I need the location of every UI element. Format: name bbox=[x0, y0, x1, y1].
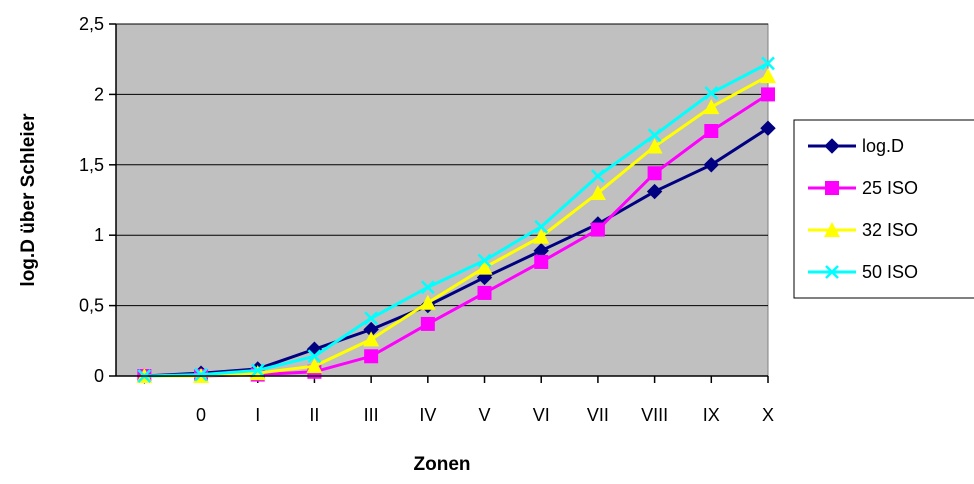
legend-entry: 50 ISO bbox=[808, 262, 918, 282]
data-point bbox=[647, 166, 662, 181]
x-axis-ticks: 0 I II III IV V VI VII VIII IX X bbox=[143, 376, 774, 425]
data-point bbox=[704, 86, 719, 100]
data-point bbox=[477, 253, 492, 268]
data-point bbox=[364, 311, 379, 326]
y-tick-label: 1,5 bbox=[79, 155, 104, 175]
data-point bbox=[194, 367, 208, 382]
data-point bbox=[419, 294, 436, 310]
gridlines bbox=[116, 23, 768, 307]
data-point bbox=[307, 349, 322, 364]
data-point bbox=[250, 363, 265, 378]
data-point bbox=[364, 349, 379, 364]
data-point bbox=[760, 120, 776, 136]
series-group bbox=[136, 56, 776, 384]
data-point bbox=[420, 316, 435, 331]
legend-marker bbox=[825, 265, 839, 279]
legend-label: 25 ISO bbox=[862, 178, 918, 198]
x-tick-label: VI bbox=[533, 405, 550, 425]
x-tick-label: II bbox=[309, 405, 319, 425]
legend-entry: 32 ISO bbox=[808, 220, 918, 240]
legend-entry: log.D bbox=[808, 136, 904, 156]
y-axis-ticks: 0 0,5 1 1,5 2 2,5 bbox=[79, 14, 116, 386]
data-point bbox=[703, 99, 720, 115]
legend-box bbox=[793, 119, 974, 299]
x-axis-title: Zonen bbox=[414, 454, 471, 475]
x-tick-label: VII bbox=[587, 405, 609, 425]
y-axis-title: log.D über Schleier bbox=[18, 113, 39, 287]
data-point bbox=[761, 56, 775, 71]
data-point bbox=[589, 184, 606, 200]
legend-label: 50 ISO bbox=[862, 262, 918, 282]
x-tick-label: IX bbox=[703, 405, 720, 425]
legend-label: 32 ISO bbox=[862, 220, 918, 240]
y-tick-label: 2,5 bbox=[79, 14, 104, 34]
data-point bbox=[477, 285, 492, 300]
plot-area bbox=[115, 23, 769, 377]
data-point bbox=[646, 183, 663, 200]
data-point bbox=[476, 259, 493, 275]
x-tick-label: V bbox=[479, 405, 491, 425]
data-point bbox=[534, 254, 549, 269]
legend-label: log.D bbox=[862, 136, 904, 156]
x-tick-label: X bbox=[762, 405, 774, 425]
data-point bbox=[760, 68, 776, 84]
legend: log.D 25 ISO 32 ISO 50 ISO bbox=[808, 136, 918, 282]
x-tick-label: III bbox=[364, 405, 379, 425]
y-tick-label: 0 bbox=[94, 366, 104, 386]
data-point bbox=[704, 124, 719, 139]
x-tick-label: IV bbox=[419, 405, 436, 425]
x-tick-label: 0 bbox=[196, 405, 206, 425]
data-point bbox=[703, 157, 720, 173]
data-point bbox=[591, 169, 605, 183]
x-tick-label: I bbox=[255, 405, 260, 425]
y-tick-label: 2 bbox=[94, 84, 104, 104]
data-point bbox=[533, 228, 550, 244]
data-point bbox=[420, 280, 435, 295]
y-tick-label: 0,5 bbox=[79, 296, 104, 316]
x-tick-label: VIII bbox=[641, 405, 668, 425]
data-point bbox=[761, 87, 775, 102]
legend-entry: 25 ISO bbox=[808, 178, 918, 198]
legend-marker bbox=[825, 181, 839, 195]
legend-marker bbox=[824, 138, 840, 154]
series-3 bbox=[136, 68, 776, 383]
data-point bbox=[534, 219, 549, 234]
series-4 bbox=[137, 56, 775, 383]
data-point bbox=[646, 138, 663, 154]
data-point bbox=[647, 128, 662, 143]
y-tick-label: 1 bbox=[94, 225, 104, 245]
legend-marker bbox=[824, 222, 840, 237]
data-point bbox=[590, 222, 605, 237]
series-line bbox=[144, 62, 769, 378]
series-line bbox=[144, 74, 769, 378]
data-point bbox=[306, 358, 323, 374]
data-point bbox=[363, 331, 380, 347]
